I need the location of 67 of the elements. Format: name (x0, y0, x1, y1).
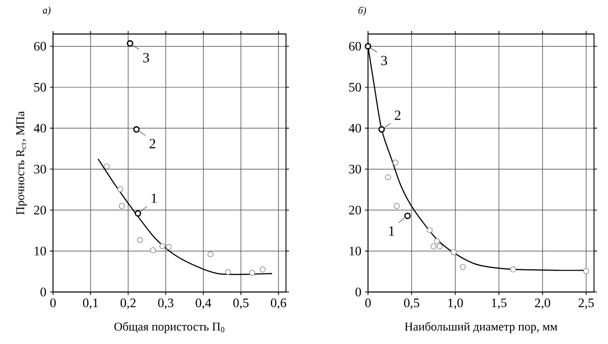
y-axis-title: Прочность R$_{ст}$, МПа (16, 111, 27, 215)
point (208, 251, 214, 258)
point (450, 249, 457, 256)
x-tick-label: 0 (365, 298, 371, 308)
point (430, 244, 436, 250)
point (166, 244, 172, 250)
annotation: 3 (143, 52, 150, 62)
y-tick-label: 30 (34, 164, 46, 174)
y-tick-label: 20 (349, 206, 361, 214)
annotation: 3 (381, 56, 388, 66)
point (104, 163, 110, 170)
y-tick-label: 50 (349, 82, 361, 92)
point (392, 160, 398, 166)
y-tick-label: 10 (350, 246, 361, 256)
chart-title: а) (42, 6, 51, 16)
x-tick-label: 2,5 (578, 298, 594, 310)
y-tick-label: 60 (34, 42, 46, 51)
y-tick-label: 20 (34, 206, 46, 214)
point (510, 266, 516, 272)
x-tick-label: 0,5 (233, 298, 248, 310)
line-series (98, 158, 273, 275)
y-tick-label: 30 (349, 164, 361, 174)
point (117, 186, 124, 192)
point (225, 268, 232, 275)
point (436, 244, 443, 250)
point (126, 40, 134, 47)
chart-title: б) (358, 6, 366, 16)
x-tick-label: 0,6 (270, 298, 286, 310)
point (118, 203, 125, 209)
x-tick-label: 0,2 (120, 298, 136, 310)
point (133, 126, 140, 133)
y-tick-label: 40 (348, 124, 361, 133)
point (394, 203, 400, 209)
point (159, 243, 166, 250)
point (460, 264, 466, 270)
y-tick-label: 0 (40, 288, 46, 296)
x-tick-label: 0,4 (196, 298, 212, 310)
x-tick-label: 0 (50, 298, 56, 308)
annotation: 2 (394, 110, 400, 120)
x-axis-title: Общая пористость П$_{0}$ (114, 322, 224, 334)
annotation: 2 (150, 138, 156, 148)
y-tick-label: 50 (34, 82, 46, 92)
y-tick-label: 0 (356, 288, 361, 296)
x-tick-label: 0,1 (82, 298, 98, 310)
point (364, 43, 372, 50)
point (134, 210, 142, 217)
y-tick-label: 40 (34, 124, 46, 133)
point (434, 238, 440, 244)
point (404, 212, 411, 220)
y-tick-label: 10 (34, 246, 46, 256)
x-axis-title: Наибольший диаметр пор, мм (404, 322, 558, 334)
x-tick-label: 1,5 (492, 298, 506, 310)
point (378, 126, 385, 133)
x-tick-label: 1,0 (448, 298, 463, 310)
point (426, 227, 433, 234)
x-tick-label: 2,0 (534, 298, 550, 310)
y-tick-label: 60 (349, 42, 361, 51)
point (583, 268, 590, 274)
x-tick-label: 0,5 (404, 298, 420, 310)
annotation: 1 (389, 226, 394, 236)
point (260, 266, 266, 272)
point (150, 247, 156, 254)
annotation: 1 (152, 194, 157, 203)
point (249, 270, 256, 276)
point (384, 174, 391, 180)
x-tick-label: 0,3 (158, 298, 174, 310)
point (137, 237, 144, 243)
